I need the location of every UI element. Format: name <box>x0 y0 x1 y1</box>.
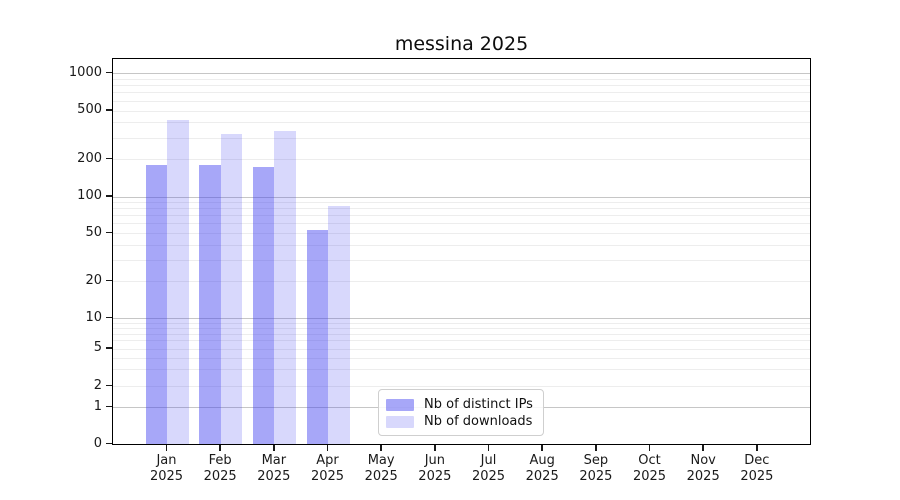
x-tick-label: Sep 2025 <box>579 453 613 484</box>
gridline-major <box>113 318 810 319</box>
bar-downloads <box>328 205 350 445</box>
x-tick-mark <box>219 445 221 451</box>
gridline-minor <box>113 208 810 210</box>
x-tick-mark <box>648 445 651 451</box>
gridline-minor <box>113 340 810 342</box>
gridline-minor <box>113 233 810 234</box>
legend-swatch-downloads <box>386 415 414 428</box>
y-tick-label: 50 <box>85 224 102 240</box>
gridline-minor <box>113 223 810 225</box>
x-tick-mark <box>326 445 329 451</box>
legend-swatch-distinct-ips <box>386 398 414 411</box>
legend-item-downloads: Nb of downloads <box>386 414 534 429</box>
x-tick-mark <box>541 445 543 451</box>
x-tick-label: Jul 2025 <box>471 453 506 484</box>
y-tick-mark <box>106 195 112 197</box>
x-tick-mark <box>273 445 275 451</box>
gridline-minor <box>113 78 810 80</box>
y-tick-mark <box>106 384 112 387</box>
bar-distinct-ips <box>306 230 328 445</box>
gridline-minor <box>113 327 810 329</box>
bar-downloads <box>220 133 243 445</box>
gridline-minor <box>113 85 810 87</box>
legend-label-downloads: Nb of downloads <box>424 414 533 429</box>
y-tick-mark <box>106 157 112 160</box>
gridline-minor <box>113 244 810 246</box>
gridline-minor <box>113 215 810 217</box>
legend-item-distinct-ips: Nb of distinct IPs <box>386 397 534 412</box>
gridline-major <box>113 196 810 198</box>
x-tick-label: Apr 2025 <box>310 453 345 484</box>
x-tick-label: May 2025 <box>364 453 398 484</box>
x-tick-label: Feb 2025 <box>203 453 237 484</box>
y-tick-label: 200 <box>77 150 102 166</box>
gridline-minor <box>113 110 810 112</box>
y-tick-mark <box>106 109 112 111</box>
y-tick-mark <box>106 231 112 234</box>
x-tick-label: Oct 2025 <box>632 453 667 484</box>
y-tick-label: 1000 <box>68 64 102 80</box>
x-tick-label: Aug 2025 <box>525 453 559 484</box>
x-tick-mark <box>380 445 382 451</box>
y-tick-mark <box>106 279 112 282</box>
x-tick-label: Jun 2025 <box>418 453 452 484</box>
gridline-minor <box>113 122 810 124</box>
bar-distinct-ips <box>199 165 221 445</box>
bar-distinct-ips <box>252 166 275 445</box>
y-tick-label: 100 <box>77 188 102 203</box>
y-tick-mark <box>106 405 112 408</box>
gridline-minor <box>113 322 810 324</box>
x-tick-label: Dec 2025 <box>740 453 774 484</box>
y-tick-label: 2 <box>93 377 102 393</box>
gridline-minor <box>113 259 810 261</box>
plot-area <box>112 58 811 445</box>
x-tick-label: Nov 2025 <box>686 453 720 484</box>
y-tick-label: 10 <box>85 309 102 325</box>
gridline-minor <box>113 357 810 359</box>
y-tick-mark <box>106 71 112 74</box>
legend: Nb of distinct IPs Nb of downloads <box>378 389 544 436</box>
x-tick-mark <box>165 445 168 451</box>
gridline-minor <box>113 348 810 350</box>
x-tick-mark <box>434 445 436 451</box>
gridline-minor <box>113 386 810 387</box>
gridline-minor <box>113 137 810 139</box>
gridline-minor <box>113 369 810 371</box>
gridline-minor <box>113 100 810 102</box>
x-tick-mark <box>702 445 704 451</box>
y-tick-label: 0 <box>93 435 102 451</box>
bar-downloads <box>274 131 296 445</box>
x-tick-label: Jan 2025 <box>149 453 184 484</box>
x-tick-label: Mar 2025 <box>257 453 291 484</box>
x-tick-mark <box>756 445 758 451</box>
gridline-minor <box>113 92 810 94</box>
y-tick-mark <box>106 347 112 349</box>
y-tick-label: 1 <box>93 398 102 414</box>
gridline-major <box>113 73 810 74</box>
y-tick-label: 20 <box>85 272 102 288</box>
legend-label-distinct-ips: Nb of distinct IPs <box>424 397 533 412</box>
y-tick-label: 5 <box>93 340 102 355</box>
gridline-minor <box>113 202 810 204</box>
y-tick-mark <box>106 316 112 319</box>
y-tick-label: 500 <box>77 102 102 117</box>
y-tick-mark <box>106 442 112 445</box>
x-tick-mark <box>595 445 597 451</box>
chart-title: messina 2025 <box>394 33 529 55</box>
bar-downloads <box>167 120 189 445</box>
gridline-minor <box>113 333 810 335</box>
gridline-minor <box>113 281 810 282</box>
bar-distinct-ips <box>145 165 167 445</box>
gridline-minor <box>113 159 810 160</box>
x-tick-mark <box>487 445 490 451</box>
